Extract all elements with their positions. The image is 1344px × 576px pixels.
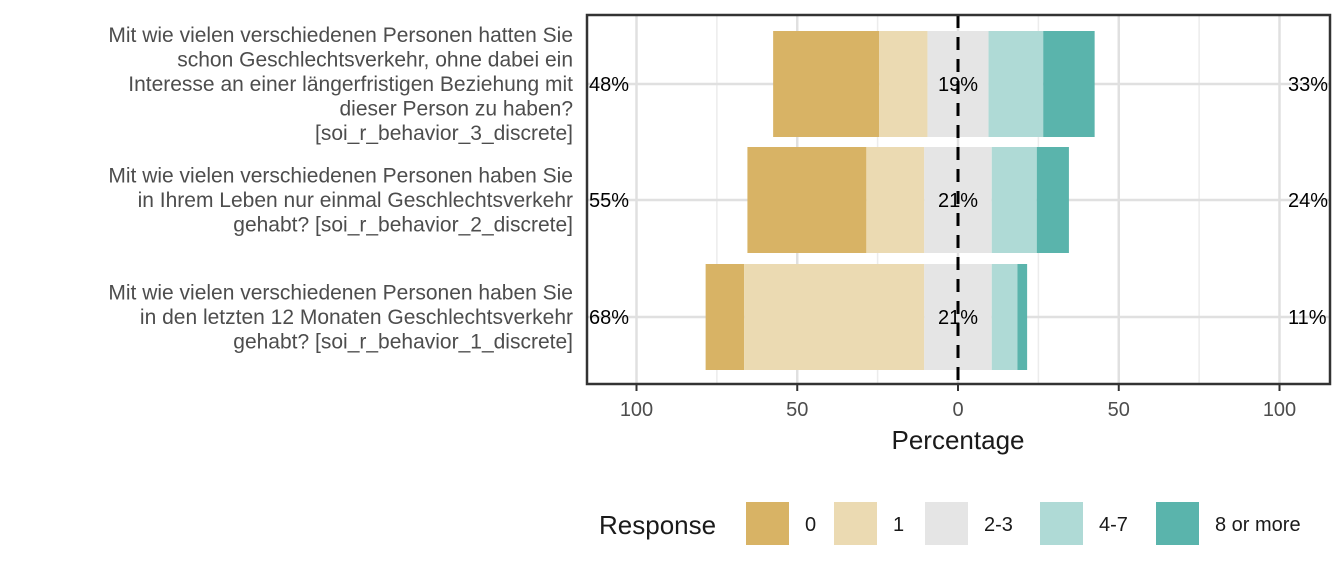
x-axis-title: Percentage [892, 425, 1025, 455]
legend-key [746, 502, 789, 545]
bar-segment [866, 147, 925, 253]
category-label-line: Interesse an einer längerfristigen Bezie… [128, 73, 573, 96]
category-label-line: gehabt? [soi_r_behavior_1_discrete] [233, 331, 573, 354]
legend: Response 0 1 2-3 4-7 8 or more [599, 502, 1301, 545]
legend-label: 0 [805, 514, 816, 536]
x-tick-label: 100 [1263, 399, 1296, 421]
low-percent-label: 48% [589, 74, 629, 96]
category-label-line: dieser Person zu haben? [340, 98, 574, 121]
legend-key [1040, 502, 1083, 545]
x-tick-label: 0 [952, 399, 963, 421]
legend-label: 1 [893, 514, 904, 536]
category-label: Mit wie vielen verschiedenen Personen ha… [108, 165, 573, 237]
bar-segment [744, 264, 925, 370]
high-percent-label: 33% [1288, 74, 1328, 96]
category-label-line: Mit wie vielen verschiedenen Personen ha… [108, 282, 573, 305]
neutral-percent-label: 19% [938, 74, 978, 96]
neutral-percent-label: 21% [938, 190, 978, 212]
category-label-line: Mit wie vielen verschiedenen Personen ha… [108, 24, 573, 47]
bar-segment [988, 31, 1044, 137]
category-label-line: in den letzten 12 Monaten Geschlechtsver… [140, 306, 573, 329]
low-percent-label: 68% [589, 307, 629, 329]
bar-segment [1036, 147, 1069, 253]
bar-segment [991, 264, 1018, 370]
category-label-line: [soi_r_behavior_3_discrete] [315, 122, 573, 145]
category-label-line: schon Geschlechtsverkehr, ohne dabei ein [177, 49, 573, 72]
category-label-line: Mit wie vielen verschiedenen Personen ha… [108, 165, 573, 188]
x-tick-label: 50 [786, 399, 808, 421]
category-label-line: in Ihrem Leben nur einmal Geschlechtsver… [138, 189, 573, 212]
bar-segment [879, 31, 928, 137]
legend-key [834, 502, 877, 545]
legend-label: 8 or more [1215, 514, 1301, 536]
x-axis-ticks: 100 50 0 50 100 [620, 384, 1296, 421]
legend-key [1156, 502, 1199, 545]
legend-title: Response [599, 510, 716, 540]
neutral-percent-label: 21% [938, 307, 978, 329]
high-percent-label: 11% [1288, 307, 1327, 329]
x-tick-label: 100 [620, 399, 653, 421]
bar-segment [1017, 264, 1028, 370]
category-label: Mit wie vielen verschiedenen Personen ha… [108, 24, 573, 145]
legend-label: 4-7 [1099, 514, 1128, 536]
high-percent-label: 24% [1288, 190, 1328, 212]
category-label-line: gehabt? [soi_r_behavior_2_discrete] [233, 214, 573, 237]
category-labels: Mit wie vielen verschiedenen Personen ha… [108, 24, 573, 354]
legend-label: 2-3 [984, 514, 1013, 536]
legend-key [925, 502, 968, 545]
x-tick-label: 50 [1108, 399, 1130, 421]
bar-segment [773, 31, 880, 137]
bar-segment [747, 147, 867, 253]
percent-labels: 48% 19% 33% 55% 21% 24% 68% 21% 11% [589, 74, 1328, 329]
category-label: Mit wie vielen verschiedenen Personen ha… [108, 282, 573, 354]
bar-segment [1043, 31, 1095, 137]
bar-segment [991, 147, 1037, 253]
bar-segment [705, 264, 745, 370]
low-percent-label: 55% [589, 190, 629, 212]
